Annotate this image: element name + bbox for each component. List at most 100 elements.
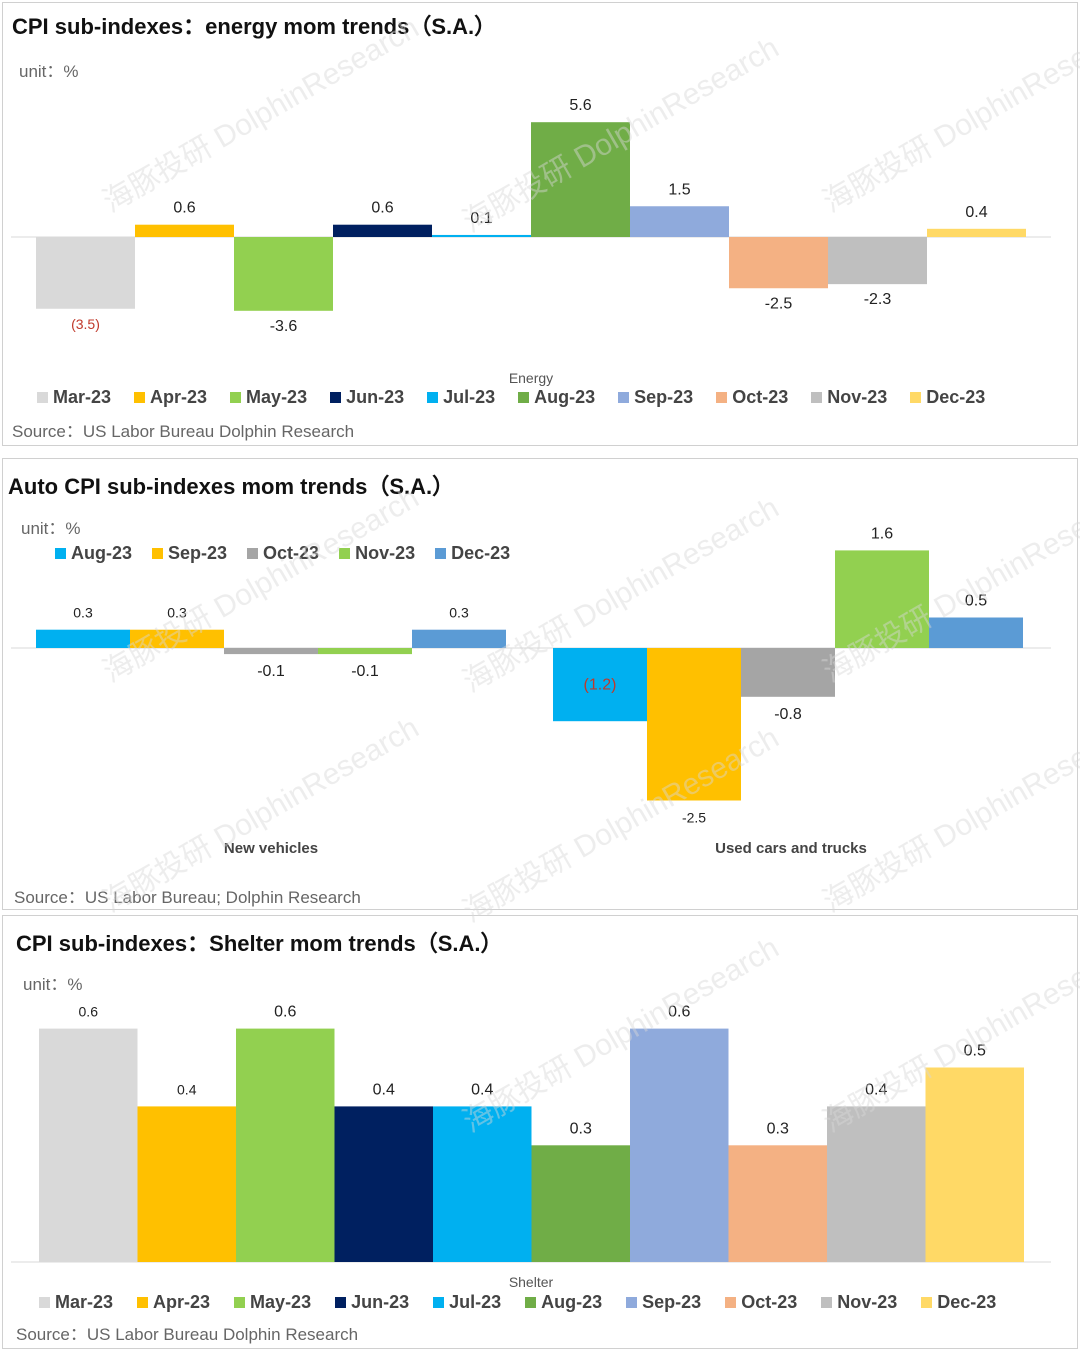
shelter-data-label: 0.6 (274, 1004, 296, 1021)
energy-data-label: 1.5 (668, 181, 690, 198)
shelter-legend-label: Apr-23 (153, 1292, 211, 1312)
auto-legend: Aug-23 Sep-23 Oct-23 Nov-23 Dec-23 (55, 543, 530, 564)
energy-legend-item: Oct-23 (716, 387, 788, 408)
auto-legend-swatch (152, 548, 164, 559)
auto-chart-panel: Auto CPI sub-indexes mom trends（S.A.） un… (2, 458, 1078, 910)
shelter-legend-swatch (39, 1297, 50, 1308)
energy-source: Source：US Labor Bureau Dolphin Research (12, 422, 355, 441)
shelter-legend-label: Jun-23 (351, 1292, 410, 1312)
shelter-legend-label: Jul-23 (449, 1292, 502, 1312)
shelter-data-label: 0.4 (471, 1081, 493, 1098)
shelter-legend-item: Apr-23 (137, 1292, 210, 1313)
shelter-unit-label: unit：% (23, 975, 83, 994)
auto-unit-label: unit：% (21, 519, 81, 538)
energy-legend-swatch (618, 392, 630, 403)
auto-bar (36, 629, 130, 648)
shelter-legend-item: Mar-23 (39, 1292, 113, 1313)
energy-data-label: 0.6 (173, 200, 195, 217)
shelter-legend-swatch (234, 1297, 246, 1308)
shelter-chart-title: CPI sub-indexes：Shelter mom trends（S.A.） (16, 931, 503, 956)
energy-data-label: 0.6 (371, 200, 393, 217)
energy-legend-swatch (811, 392, 823, 403)
shelter-legend-swatch (921, 1297, 933, 1308)
auto-legend-swatch (339, 548, 351, 559)
energy-data-label: -2.5 (765, 295, 793, 312)
energy-legend-label: Nov-23 (827, 387, 888, 407)
auto-bar (553, 648, 647, 722)
auto-data-label: 1.6 (871, 525, 893, 542)
energy-bar (531, 122, 630, 237)
auto-legend-item: Sep-23 (152, 543, 227, 564)
auto-bar (318, 648, 412, 655)
auto-data-label: 0.3 (167, 605, 187, 621)
shelter-legend-item: Jul-23 (433, 1292, 501, 1313)
energy-bar (828, 237, 927, 285)
auto-legend-label: Oct-23 (263, 543, 320, 563)
auto-bar-chart: 0.3 0.3 -0.1 -0.1 0.3 New vehicles (1.2) -2.5 -0… (11, 525, 1051, 857)
shelter-legend-item: Aug-23 (525, 1292, 602, 1313)
auto-bar (412, 629, 506, 648)
shelter-legend-item: May-23 (234, 1292, 311, 1313)
energy-legend-swatch (230, 392, 242, 403)
energy-legend-label: Aug-23 (534, 387, 596, 407)
energy-legend-label: Apr-23 (150, 387, 208, 407)
auto-legend-swatch (55, 548, 66, 559)
energy-legend-item: Mar-23 (37, 387, 111, 408)
energy-bar (630, 206, 729, 237)
energy-bar (927, 228, 1026, 237)
energy-legend-swatch (37, 392, 48, 403)
auto-legend-label: Aug-23 (71, 543, 133, 563)
shelter-data-label: 0.6 (79, 1004, 99, 1020)
energy-legend-label: Sep-23 (634, 387, 694, 407)
shelter-bar-chart: 0.6 0.4 0.6 0.4 0.4 0.3 0.6 0.3 0.4 0.5 Shelter (11, 1004, 1051, 1290)
shelter-bar (728, 1145, 827, 1262)
auto-data-label: 0.3 (449, 605, 469, 621)
auto-category-label: Used cars and trucks (715, 840, 867, 857)
energy-legend-swatch (716, 392, 728, 403)
auto-bar (647, 648, 741, 801)
shelter-data-label: 0.4 (177, 1081, 197, 1097)
shelter-legend-item: Nov-23 (821, 1292, 897, 1313)
energy-bar (234, 237, 333, 311)
auto-data-label: -0.1 (351, 663, 379, 680)
energy-legend-item: May-23 (230, 387, 307, 408)
auto-data-label: 0.3 (73, 605, 93, 621)
shelter-bar (137, 1106, 236, 1262)
shelter-legend-item: Oct-23 (725, 1292, 797, 1313)
energy-legend-swatch (910, 392, 922, 403)
auto-bar (741, 648, 835, 697)
energy-data-label: 5.6 (569, 97, 591, 114)
energy-legend-label: Oct-23 (732, 387, 789, 407)
energy-data-label: -3.6 (270, 318, 298, 335)
shelter-legend-label: Aug-23 (541, 1292, 603, 1312)
shelter-bar (827, 1106, 926, 1262)
shelter-legend-label: Mar-23 (55, 1292, 114, 1312)
auto-category-label: New vehicles (224, 840, 318, 857)
auto-data-label: -2.5 (682, 810, 706, 826)
auto-bar (929, 617, 1023, 648)
energy-legend-item: Nov-23 (811, 387, 887, 408)
shelter-legend-swatch (725, 1297, 737, 1308)
shelter-data-label: 0.4 (865, 1081, 887, 1098)
energy-legend-item: Apr-23 (134, 387, 207, 408)
shelter-category-label: Shelter (509, 1274, 554, 1290)
shelter-bar (925, 1067, 1024, 1262)
energy-legend-swatch (427, 392, 439, 403)
shelter-legend: Mar-23 Apr-23 May-23 Jun-23 Jul-23 Aug-23 Sep-… (39, 1292, 1020, 1313)
auto-legend-swatch (435, 548, 447, 559)
energy-legend-swatch (330, 392, 342, 403)
auto-chart-title: Auto CPI sub-indexes mom trends（S.A.） (8, 474, 455, 499)
shelter-legend-swatch (821, 1297, 833, 1308)
shelter-legend-item: Dec-23 (921, 1292, 996, 1313)
shelter-legend-item: Jun-23 (335, 1292, 409, 1313)
auto-legend-item: Nov-23 (339, 543, 415, 564)
auto-legend-label: Sep-23 (168, 543, 228, 563)
shelter-data-label: 0.6 (668, 1004, 690, 1021)
energy-legend-label: Mar-23 (53, 387, 112, 407)
auto-legend-label: Nov-23 (355, 543, 416, 563)
shelter-bar (236, 1028, 335, 1262)
auto-bar (224, 648, 318, 655)
energy-bar-chart: (3.5) 0.6 -3.6 0.6 0.1 5.6 1.5 -2.5 -2.3 0.4 Energ… (11, 97, 1051, 386)
shelter-source: Source：US Labor Bureau Dolphin Research (16, 1325, 359, 1344)
shelter-legend-item: Sep-23 (626, 1292, 701, 1313)
